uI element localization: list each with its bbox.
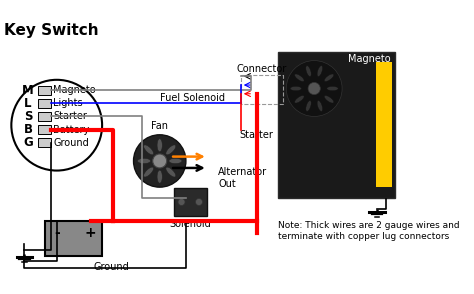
Text: +: + [85,226,97,240]
Bar [376,62,392,187]
Text: Battery: Battery [53,125,90,135]
Text: Note: Thick wires are 2 gauge wires and
terminate with copper lug connectors: Note: Thick wires are 2 gauge wires and … [278,221,459,240]
Ellipse shape [144,167,154,177]
Bar [278,52,395,198]
Circle shape [195,198,202,206]
Circle shape [134,135,186,187]
Text: Starter: Starter [239,130,273,140]
Text: S: S [24,110,32,123]
Text: G: G [23,136,33,149]
Circle shape [153,154,167,168]
Ellipse shape [306,101,311,111]
Circle shape [286,61,342,116]
Bar [46,221,102,256]
Ellipse shape [295,96,304,103]
Text: Alternator
Out: Alternator Out [218,167,267,189]
Ellipse shape [157,139,162,152]
Ellipse shape [327,86,338,91]
Ellipse shape [169,158,182,163]
Ellipse shape [144,145,154,155]
Ellipse shape [306,66,311,76]
Ellipse shape [166,167,176,177]
Text: Key Switch: Key Switch [4,23,99,38]
Ellipse shape [137,158,151,163]
Text: -: - [54,226,60,240]
Bar [38,138,51,147]
Text: Ground: Ground [53,138,89,148]
Circle shape [308,82,320,95]
Ellipse shape [317,101,323,111]
Bar [38,99,51,108]
Text: L: L [24,97,32,110]
Circle shape [178,198,185,206]
Text: B: B [23,123,32,136]
Ellipse shape [324,96,334,103]
Text: Fuel Solenoid: Fuel Solenoid [160,93,225,103]
Ellipse shape [324,74,334,81]
Ellipse shape [317,66,323,76]
Ellipse shape [295,74,304,81]
Text: Solenoid: Solenoid [169,218,211,228]
Text: Fan: Fan [151,121,168,131]
Text: Lights: Lights [53,98,83,108]
Text: Connector: Connector [237,64,287,74]
Text: Magneto: Magneto [53,85,96,95]
Text: Ground: Ground [94,262,129,272]
Bar [173,188,207,216]
Bar [38,86,51,95]
Ellipse shape [290,86,301,91]
Ellipse shape [157,170,162,183]
Bar [38,112,51,121]
Text: Starter: Starter [53,111,87,121]
Text: Magneto: Magneto [348,54,391,64]
Ellipse shape [166,145,176,155]
Text: M: M [22,84,34,97]
Bar [38,125,51,134]
Bar [241,75,283,104]
